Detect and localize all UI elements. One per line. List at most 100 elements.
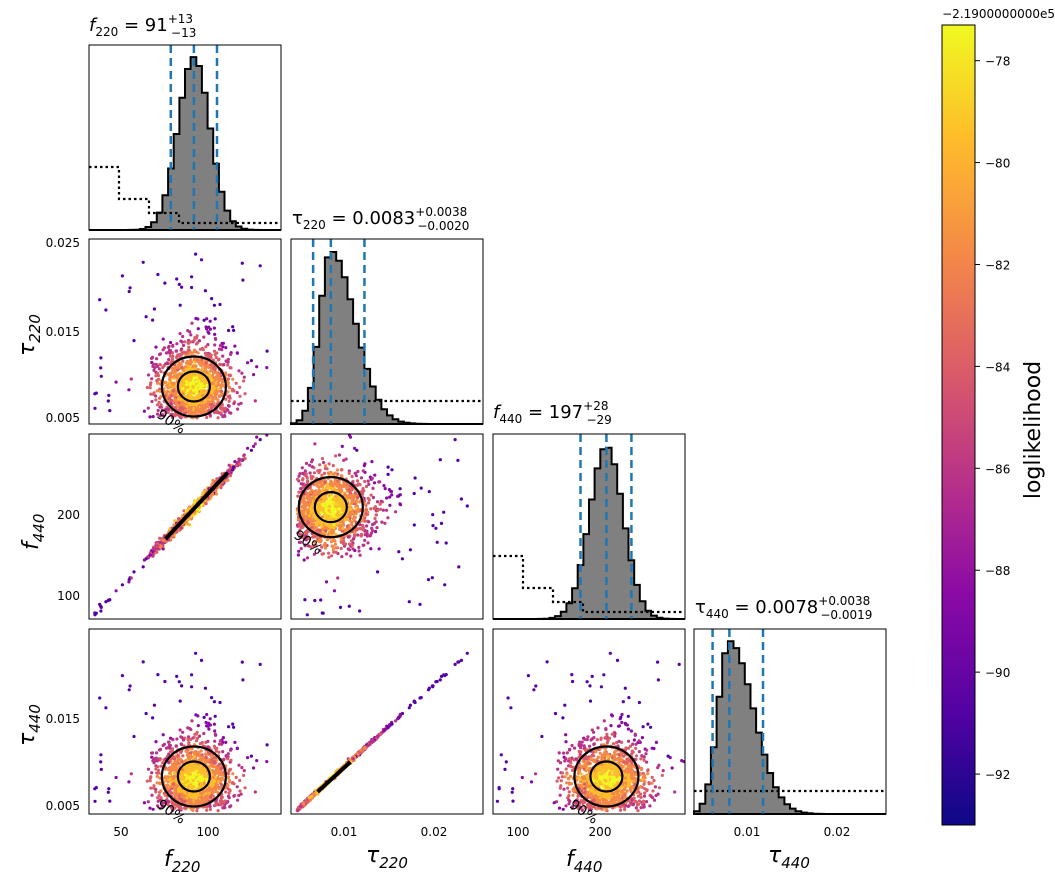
point <box>127 580 130 583</box>
point <box>374 530 377 533</box>
point <box>337 507 340 510</box>
point <box>215 492 218 495</box>
panel-f440-vs-f220 <box>89 428 281 619</box>
point <box>180 684 183 687</box>
point <box>181 384 184 387</box>
point <box>190 286 193 289</box>
point <box>218 394 221 397</box>
point <box>169 341 172 344</box>
point <box>129 684 132 687</box>
point <box>362 526 365 529</box>
point <box>177 517 180 520</box>
point <box>204 289 207 292</box>
plus-f220: +13 <box>168 12 193 26</box>
point <box>211 379 214 382</box>
point <box>334 546 337 549</box>
point <box>156 765 159 768</box>
point <box>188 330 191 333</box>
point <box>178 372 181 375</box>
point <box>313 599 316 602</box>
point <box>351 547 354 550</box>
point <box>149 381 152 384</box>
point <box>241 279 244 282</box>
point <box>387 466 390 469</box>
point <box>145 712 148 715</box>
point <box>388 496 391 499</box>
point <box>301 483 304 486</box>
point <box>348 472 351 475</box>
point <box>211 493 214 496</box>
median-f440: 197 <box>549 402 583 423</box>
point <box>299 487 302 490</box>
point <box>401 557 404 560</box>
point <box>376 500 379 503</box>
point <box>317 508 320 511</box>
point <box>226 390 229 393</box>
point <box>329 480 332 483</box>
point <box>334 551 337 554</box>
point <box>205 713 208 716</box>
point <box>442 511 445 514</box>
point <box>158 537 161 540</box>
point <box>211 398 214 401</box>
point <box>322 552 325 555</box>
point <box>152 393 155 396</box>
point <box>150 794 153 797</box>
point <box>195 376 198 379</box>
point <box>150 771 153 774</box>
point <box>420 487 423 490</box>
point <box>305 462 308 465</box>
point <box>221 355 224 358</box>
point <box>158 401 161 404</box>
point <box>344 542 347 545</box>
point <box>342 537 345 540</box>
point <box>228 768 231 771</box>
point <box>212 372 215 375</box>
point <box>323 472 326 475</box>
point <box>209 320 212 323</box>
point <box>195 337 198 340</box>
point <box>194 365 197 368</box>
point <box>195 809 198 812</box>
point <box>360 476 363 479</box>
point <box>315 493 318 496</box>
scatter-f440-vs-tau220 <box>296 428 469 617</box>
point <box>201 368 204 371</box>
point <box>159 370 162 373</box>
point <box>169 744 172 747</box>
contour-f440-vs-f220 <box>165 473 227 539</box>
point <box>325 580 328 583</box>
point <box>367 501 370 504</box>
point <box>349 555 352 558</box>
point <box>180 743 183 746</box>
point <box>398 502 401 505</box>
point <box>214 715 217 718</box>
point <box>240 766 243 769</box>
point <box>108 409 111 412</box>
point <box>349 494 352 497</box>
point <box>237 369 240 372</box>
point <box>241 262 244 265</box>
point <box>371 487 374 490</box>
point <box>408 600 411 603</box>
point <box>121 674 124 677</box>
point <box>265 760 268 763</box>
point <box>244 392 247 395</box>
point <box>159 363 162 366</box>
point <box>224 411 227 414</box>
point <box>361 487 364 490</box>
point <box>353 500 356 503</box>
point <box>204 406 207 409</box>
point <box>373 481 376 484</box>
median-f220: 91 <box>145 15 168 36</box>
point <box>243 453 246 456</box>
point <box>179 304 182 307</box>
point <box>246 361 249 364</box>
point <box>371 477 374 480</box>
point <box>228 779 231 782</box>
point <box>192 373 195 376</box>
point <box>238 386 241 389</box>
point <box>301 466 304 469</box>
point <box>343 485 346 488</box>
point <box>259 264 262 267</box>
